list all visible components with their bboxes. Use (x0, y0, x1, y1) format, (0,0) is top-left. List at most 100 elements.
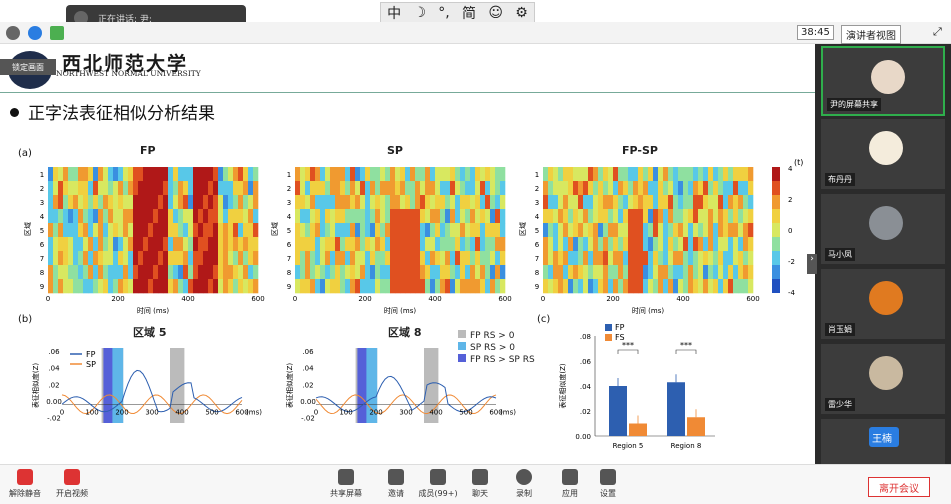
heatmap-cell (568, 265, 574, 280)
info-icon[interactable] (6, 26, 20, 40)
line-charts-svg: .06.04.020.00-.020 100 200 300 400 500 600(ms)… (31, 348, 516, 423)
chat-button[interactable]: 聊天 (468, 469, 492, 499)
colorbar-segment (772, 223, 780, 237)
heatmap-ytick: 7 (40, 255, 44, 263)
members-button[interactable]: 成员(99+) (416, 469, 460, 499)
heatmap-cell (718, 181, 724, 196)
heatmap-cell (223, 223, 229, 238)
heatmap-cell (613, 167, 619, 182)
legend-sp-label: SP (86, 360, 96, 369)
heatmap-cell (663, 195, 669, 210)
heatmap-cell (673, 237, 679, 252)
heatmap-cell (713, 223, 719, 238)
heatmap-cell (248, 265, 254, 280)
heatmap-cell (213, 251, 219, 266)
heatmap-cell (300, 237, 306, 252)
heatmap-cell (663, 223, 669, 238)
participant-card[interactable]: 尹的屏幕共享 (821, 46, 945, 116)
heatmap-cell (748, 237, 754, 252)
ime-emoji-icon[interactable]: ☺ (488, 5, 503, 21)
heatmap-cell (385, 209, 391, 224)
leave-meeting-button[interactable]: 离开会议 (868, 477, 930, 497)
heatmap-cell (375, 181, 381, 196)
heatmap-cell (365, 209, 371, 224)
line-ylabel: 表征相似度(Z) (31, 363, 40, 409)
heatmap-cell (588, 167, 594, 182)
heatmap-cell (123, 209, 129, 224)
heatmap-cell (138, 195, 144, 210)
heatmap-cell (480, 237, 486, 252)
heatmap-cell (48, 223, 54, 238)
colorbar-segment (772, 251, 780, 265)
heatmap-ylabel: 区域 (518, 222, 527, 236)
heatmap-cell (183, 279, 189, 294)
unmute-button[interactable]: 解除静音 (8, 469, 42, 499)
record-button[interactable]: 录制 (512, 469, 536, 499)
heatmap-cell (335, 279, 341, 294)
heatmap-cell (425, 237, 431, 252)
heatmap-cell (593, 251, 599, 266)
heatmap-cell (405, 195, 411, 210)
heatmap-cell (470, 195, 476, 210)
collapse-panel-icon[interactable]: › (807, 254, 817, 274)
heatmap-cell (390, 209, 396, 224)
heatmap-cell (330, 181, 336, 196)
heatmap-cell (713, 265, 719, 280)
participant-card[interactable]: 布丹丹 (821, 119, 945, 189)
heatmap-cell (233, 167, 239, 182)
participant-card[interactable]: 王楠 (821, 419, 945, 464)
speaker-view-button[interactable]: 演讲者视图 (841, 25, 901, 44)
heatmap-cell (385, 181, 391, 196)
heatmap-ylabel: 区域 (23, 222, 32, 236)
heatmap-cell (78, 251, 84, 266)
heatmap-cell (320, 279, 326, 294)
heatmap-cell (208, 237, 214, 252)
signal-icon[interactable] (50, 26, 64, 40)
heatmap-cell (370, 195, 376, 210)
apps-button[interactable]: 应用 (558, 469, 582, 499)
heatmap-cell (490, 167, 496, 182)
bar-category-label: Region 5 (613, 442, 644, 450)
heatmap-cell (405, 237, 411, 252)
participant-card[interactable]: 肖玉娟 (821, 269, 945, 339)
participant-card[interactable]: 雷少华 (821, 344, 945, 414)
ime-punct[interactable]: °, (438, 5, 450, 21)
ime-settings-icon[interactable]: ⚙ (515, 5, 528, 21)
heatmap-cell (143, 237, 149, 252)
heatmap-cell (460, 279, 466, 294)
start-video-button[interactable]: 开启视频 (54, 469, 90, 499)
heatmap-cell (698, 181, 704, 196)
heatmap-cell (370, 209, 376, 224)
share-screen-button[interactable]: 共享屏幕 (328, 469, 364, 499)
settings-button[interactable]: 设置 (596, 469, 620, 499)
ime-simplified[interactable]: 简 (462, 6, 477, 22)
ime-toolbar[interactable]: 中 ☽ °, 简 ☺ ⚙ (380, 2, 535, 24)
invite-button[interactable]: 邀请 (384, 469, 408, 499)
heatmap-cell (123, 167, 129, 182)
heatmap-cell (355, 279, 361, 294)
ime-moon-icon[interactable]: ☽ (413, 5, 426, 21)
logo-cn: 西北师范大学 (62, 53, 189, 75)
heatmap-cell (400, 251, 406, 266)
heatmap-cell (345, 237, 351, 252)
heatmap-cell (435, 265, 441, 280)
lock-screen-button[interactable]: 锁定画面 (0, 59, 56, 75)
heatmap-cell (148, 181, 154, 196)
heatmap-cell (593, 279, 599, 294)
heatmap-cell (633, 237, 639, 252)
heatmap-cell (375, 167, 381, 182)
fullscreen-icon[interactable]: ⤢ (933, 25, 942, 38)
shield-icon[interactable] (28, 26, 42, 40)
avatar (869, 206, 903, 240)
heatmap-cell (578, 279, 584, 294)
heatmap-cell (93, 167, 99, 182)
heatmap-xtick: 0 (541, 295, 545, 303)
heatmap-cell (248, 195, 254, 210)
heatmap-cell (733, 279, 739, 294)
ime-lang[interactable]: 中 (387, 6, 402, 22)
heatmap-cell (558, 195, 564, 210)
line-ytick: -.02 (47, 415, 61, 423)
heatmap-cell (410, 237, 416, 252)
participant-card[interactable]: 马小凤 (821, 194, 945, 264)
heatmap-cell (178, 195, 184, 210)
